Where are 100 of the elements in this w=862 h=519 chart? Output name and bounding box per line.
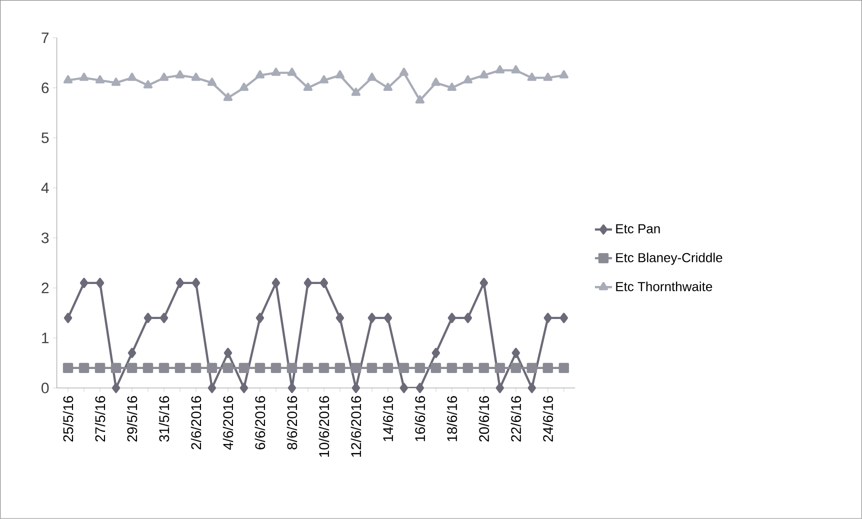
y-tick-label: 3	[42, 232, 49, 244]
point	[207, 78, 217, 86]
x-tick-label: 27/5/16	[94, 396, 106, 442]
x-tick-label: 16/6/16	[414, 396, 426, 442]
point	[400, 382, 408, 394]
point	[190, 362, 202, 374]
point	[384, 312, 392, 324]
point	[448, 312, 456, 324]
point	[350, 362, 362, 374]
x-tick-label: 24/6/16	[542, 396, 554, 442]
point	[112, 382, 120, 394]
x-tick-label: 2/6/2016	[190, 396, 202, 450]
point	[62, 362, 74, 374]
point	[128, 348, 136, 358]
point	[238, 362, 250, 374]
point	[78, 362, 90, 374]
point	[271, 68, 281, 76]
point	[464, 312, 472, 324]
point	[528, 382, 536, 394]
point	[319, 75, 329, 84]
legend-label: Etc Pan	[616, 224, 660, 234]
point	[527, 72, 536, 82]
x-tick-label: 12/6/2016	[350, 396, 362, 457]
point	[159, 72, 169, 82]
point	[208, 382, 216, 394]
point	[463, 75, 472, 84]
point	[222, 362, 234, 374]
point	[94, 362, 106, 374]
point	[510, 362, 521, 374]
point	[224, 348, 232, 358]
y-tick-label: 0	[42, 382, 49, 394]
x-tick-label: 29/5/16	[126, 396, 138, 442]
point	[158, 362, 170, 374]
point	[478, 362, 490, 374]
x-tick-label: 10/6/2016	[318, 396, 330, 457]
point	[79, 72, 89, 82]
point	[416, 382, 424, 394]
point	[239, 82, 249, 92]
point	[383, 82, 392, 92]
point	[160, 312, 168, 324]
point	[414, 362, 426, 374]
point	[191, 72, 201, 82]
point	[558, 362, 569, 374]
y-tick-label: 6	[42, 82, 49, 94]
point	[512, 348, 520, 358]
legend-label: Etc Blaney-Criddle	[616, 252, 722, 265]
point	[96, 278, 104, 288]
point	[446, 362, 458, 374]
point	[272, 278, 280, 288]
legend-label: Etc Thornthwaite	[616, 282, 712, 292]
point	[544, 312, 552, 324]
y-tick-label: 7	[42, 32, 49, 44]
point	[335, 70, 345, 79]
point	[111, 78, 121, 86]
x-tick-label: 20/6/16	[478, 396, 490, 442]
y-tick-label: 1	[42, 332, 49, 344]
point	[287, 68, 297, 76]
x-tick-label: 6/6/2016	[254, 396, 266, 450]
point	[559, 70, 568, 79]
point	[479, 70, 488, 79]
x-tick-label: 4/6/2016	[222, 396, 234, 450]
point	[430, 362, 442, 374]
x-tick-label: 14/6/16	[382, 396, 394, 442]
y-tick-label: 4	[41, 182, 49, 194]
point	[368, 312, 376, 324]
point	[288, 382, 296, 394]
point	[175, 70, 185, 79]
point	[320, 278, 328, 288]
point	[542, 362, 553, 374]
point	[382, 362, 394, 374]
y-tick-label: 5	[42, 132, 49, 144]
y-tick-label: 2	[42, 282, 49, 294]
point	[286, 362, 298, 374]
point	[303, 82, 313, 92]
point	[495, 65, 504, 74]
point	[367, 72, 376, 82]
point	[511, 65, 520, 74]
point	[399, 68, 408, 76]
point	[366, 362, 378, 374]
point	[142, 362, 154, 374]
x-tick-label: 31/5/16	[158, 396, 170, 442]
point	[176, 278, 184, 288]
point	[174, 362, 186, 374]
point	[560, 312, 568, 324]
point	[526, 362, 537, 374]
point	[144, 312, 152, 324]
point	[254, 362, 266, 374]
x-tick-label: 8/6/2016	[286, 396, 298, 450]
point	[126, 362, 138, 374]
x-tick-label: 18/6/16	[446, 396, 458, 442]
point	[351, 88, 361, 96]
point	[110, 362, 122, 374]
point	[318, 362, 330, 374]
x-tick-label: 25/5/16	[62, 396, 74, 442]
point	[63, 75, 73, 84]
point	[240, 382, 248, 394]
point	[80, 278, 88, 288]
point	[192, 278, 200, 288]
point	[462, 362, 474, 374]
point	[302, 362, 314, 374]
